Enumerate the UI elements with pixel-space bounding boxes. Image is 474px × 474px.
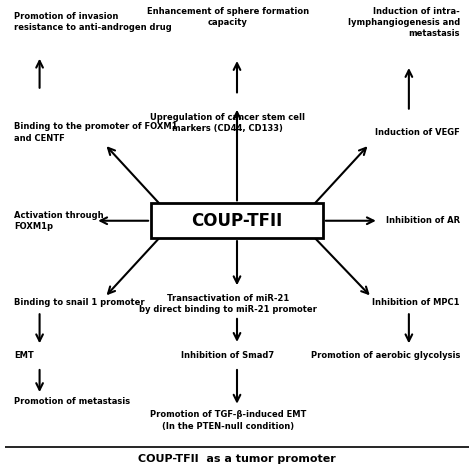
Text: Induction of VEGF: Induction of VEGF xyxy=(375,128,460,137)
Text: Activation through
FOXM1p: Activation through FOXM1p xyxy=(14,210,104,231)
Text: EMT: EMT xyxy=(14,351,34,360)
Text: Inhibition of Smad7: Inhibition of Smad7 xyxy=(181,351,274,360)
Text: Binding to snail 1 promoter: Binding to snail 1 promoter xyxy=(14,298,145,307)
Text: Binding to the promoter of FOXM1
and CENTF: Binding to the promoter of FOXM1 and CEN… xyxy=(14,122,178,143)
Text: Enhancement of sphere formation
capacity: Enhancement of sphere formation capacity xyxy=(146,7,309,27)
Text: Inhibition of AR: Inhibition of AR xyxy=(386,216,460,225)
Text: COUP-TFII: COUP-TFII xyxy=(191,212,283,230)
Text: Induction of intra-
lymphangiogenesis and
metastasis: Induction of intra- lymphangiogenesis an… xyxy=(348,7,460,38)
Text: Promotion of TGF-β-induced EMT
(In the PTEN-null condition): Promotion of TGF-β-induced EMT (In the P… xyxy=(149,410,306,430)
Text: Promotion of invasion
resistance to anti-androgen drug: Promotion of invasion resistance to anti… xyxy=(14,12,172,32)
Text: Promotion of metastasis: Promotion of metastasis xyxy=(14,397,130,406)
Text: COUP-TFII  as a tumor promoter: COUP-TFII as a tumor promoter xyxy=(138,454,336,464)
Text: Transactivation of miR-21
by direct binding to miR-21 promoter: Transactivation of miR-21 by direct bind… xyxy=(139,294,317,314)
FancyBboxPatch shape xyxy=(151,203,323,238)
Text: Inhibition of MPC1: Inhibition of MPC1 xyxy=(373,298,460,307)
Text: Upregulation of cancer stem cell
markers (CD44, CD133): Upregulation of cancer stem cell markers… xyxy=(150,113,305,133)
Text: Promotion of aerobic glycolysis: Promotion of aerobic glycolysis xyxy=(310,351,460,360)
